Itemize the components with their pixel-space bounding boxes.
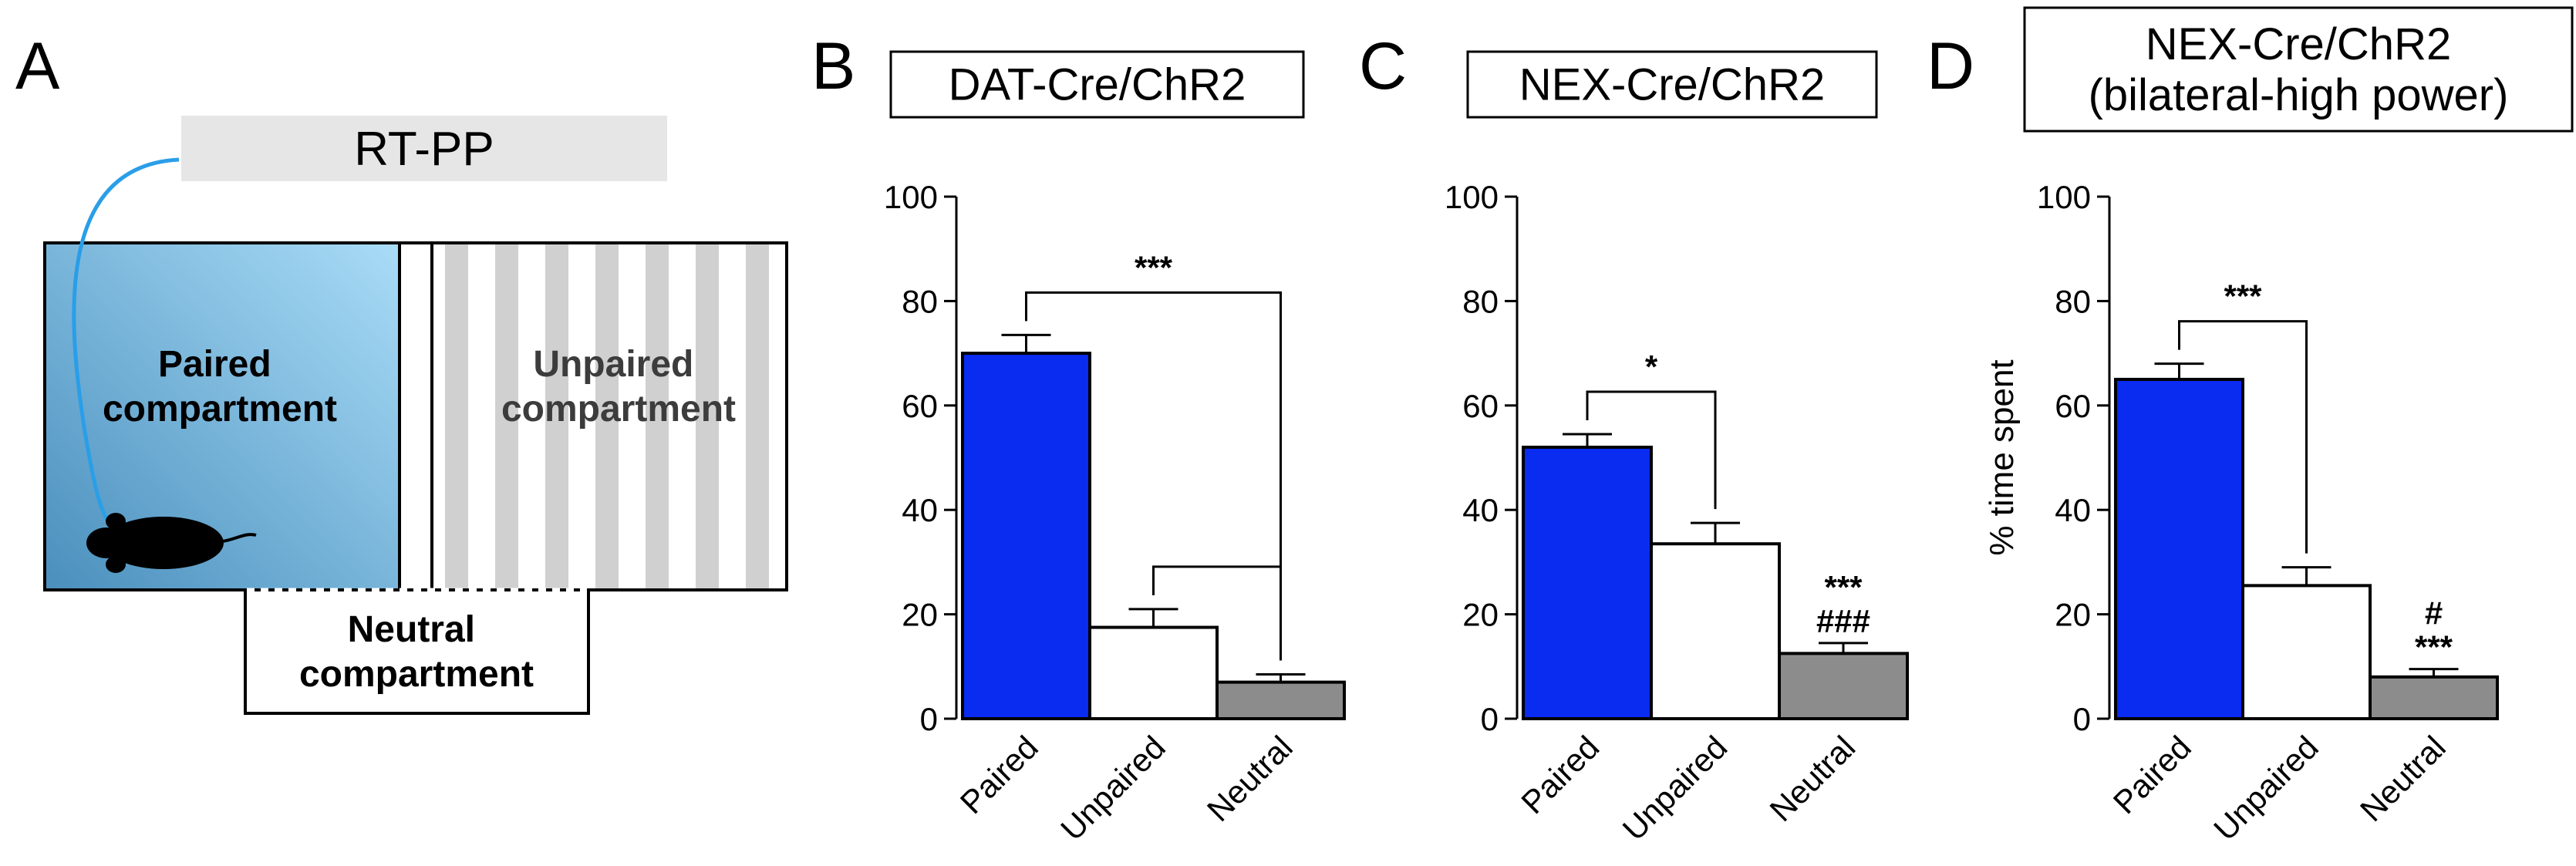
y-tick-label-d-100: 100 [2037, 179, 2091, 215]
chart-b: DAT-Cre/ChR2 0 20 40 60 80 100 Paired Unpaired Ne… [884, 50, 1346, 847]
significance-bracket-d-0 [2178, 320, 2308, 554]
unpaired-label: Unpaired compartment [501, 344, 736, 430]
bar-c-paired [1522, 445, 1653, 721]
significance-label-b-0: *** [1135, 249, 1173, 285]
y-tick-label-d-80: 80 [2055, 283, 2091, 319]
y-tick-label-c-80: 80 [1462, 283, 1499, 319]
panel-letter-a: A [15, 29, 60, 103]
compartment-divider [398, 241, 433, 591]
bar-b-neutral [1216, 680, 1346, 720]
chart-title-box-d [2023, 6, 2574, 133]
panel-d: D NEX-Cre/ChR2(bilateral-high power) 0 20 4… [1927, 6, 2574, 847]
panel-a: A RT-PP Paired compartment Unpaired [15, 29, 788, 715]
paired-label: Paired compartment [103, 344, 337, 430]
y-tick-label-c-0: 0 [1481, 701, 1499, 737]
panel-letter-d: D [1927, 29, 1974, 103]
bar-d-paired [2114, 377, 2244, 720]
significance-bracket-c-0 [1586, 390, 1717, 510]
significance-bracket-b-1 [1152, 565, 1282, 661]
y-tick-label-c-60: 60 [1462, 388, 1499, 424]
optic-fiber-cable [72, 157, 180, 534]
unpaired-compartment [430, 241, 788, 591]
category-label-c-paired: Paired [1514, 729, 1606, 821]
chart-title-d-line-0: NEX-Cre/ChR2 [2146, 19, 2451, 69]
bar-annotation-d-0-1: *** [2415, 629, 2453, 666]
protocol-box [181, 116, 667, 181]
chart-title-box-b [889, 50, 1305, 119]
neutral-compartment [244, 588, 590, 715]
category-label-b-paired: Paired [953, 729, 1045, 821]
bar-c-unpaired [1650, 542, 1781, 721]
bar-b-paired [961, 352, 1091, 720]
bar-annotation-d-0-0: # [2425, 595, 2443, 632]
panel-letter-b: B [811, 29, 855, 103]
bar-d-unpaired [2241, 584, 2372, 720]
category-label-c-unpaired: Unpaired [1616, 729, 1735, 847]
panel-c: C NEX-Cre/ChR2 0 20 40 60 80 100 Paired Unpaired… [1359, 29, 1909, 847]
mouse-icon [86, 513, 257, 573]
y-tick-label-b-20: 20 [902, 597, 938, 633]
protocol-label: RT-PP [354, 123, 494, 176]
category-label-d-paired: Paired [2106, 729, 2198, 821]
neutral-label: Neutral compartment [299, 609, 534, 695]
y-tick-label-c-20: 20 [1462, 597, 1499, 633]
y-tick-label-c-100: 100 [1445, 179, 1499, 215]
chart-title-box-c [1466, 50, 1878, 119]
bar-annotation-c-0-0: *** [1824, 569, 1863, 605]
y-tick-label-b-40: 40 [902, 492, 938, 528]
y-tick-label-b-80: 80 [902, 283, 938, 319]
y-tick-label-d-20: 20 [2055, 597, 2091, 633]
y-tick-label-d-0: 0 [2073, 701, 2091, 737]
category-label-c-neutral: Neutral [1762, 729, 1862, 828]
y-tick-label-b-100: 100 [884, 179, 938, 215]
bar-annotation-c-0-1: ### [1816, 603, 1870, 639]
panel-letter-c: C [1359, 29, 1407, 103]
significance-label-c-0: * [1645, 349, 1658, 385]
chart-title-d-line-1: (bilateral-high power) [2089, 70, 2509, 120]
bar-c-neutral [1778, 652, 1909, 720]
significance-bracket-b-0 [1025, 291, 1282, 661]
significance-label-d-0: *** [2224, 278, 2262, 315]
category-label-d-unpaired: Unpaired [2207, 729, 2325, 847]
y-axis-label-d: % time spent [1983, 359, 2021, 555]
panel-b: B DAT-Cre/ChR2 0 20 40 60 80 100 Paired Unpaired… [811, 29, 1346, 847]
y-tick-label-b-60: 60 [902, 388, 938, 424]
chart-title-c-line-0: NEX-Cre/ChR2 [1519, 60, 1825, 110]
y-tick-label-c-40: 40 [1462, 492, 1499, 528]
bar-d-neutral [2369, 675, 2499, 721]
category-label-b-neutral: Neutral [1200, 729, 1300, 828]
y-tick-label-d-40: 40 [2055, 492, 2091, 528]
category-label-d-neutral: Neutral [2353, 729, 2453, 828]
chart-title-b-line-0: DAT-Cre/ChR2 [949, 60, 1246, 110]
chart-d: NEX-Cre/ChR2(bilateral-high power) 0 20 40 6… [1983, 6, 2574, 847]
y-tick-label-b-0: 0 [920, 701, 938, 737]
category-label-b-unpaired: Unpaired [1054, 729, 1172, 847]
chart-c: NEX-Cre/ChR2 0 20 40 60 80 100 Paired Unpaired Ne… [1445, 50, 1909, 847]
bar-b-unpaired [1088, 625, 1219, 721]
y-tick-label-d-60: 60 [2055, 388, 2091, 424]
